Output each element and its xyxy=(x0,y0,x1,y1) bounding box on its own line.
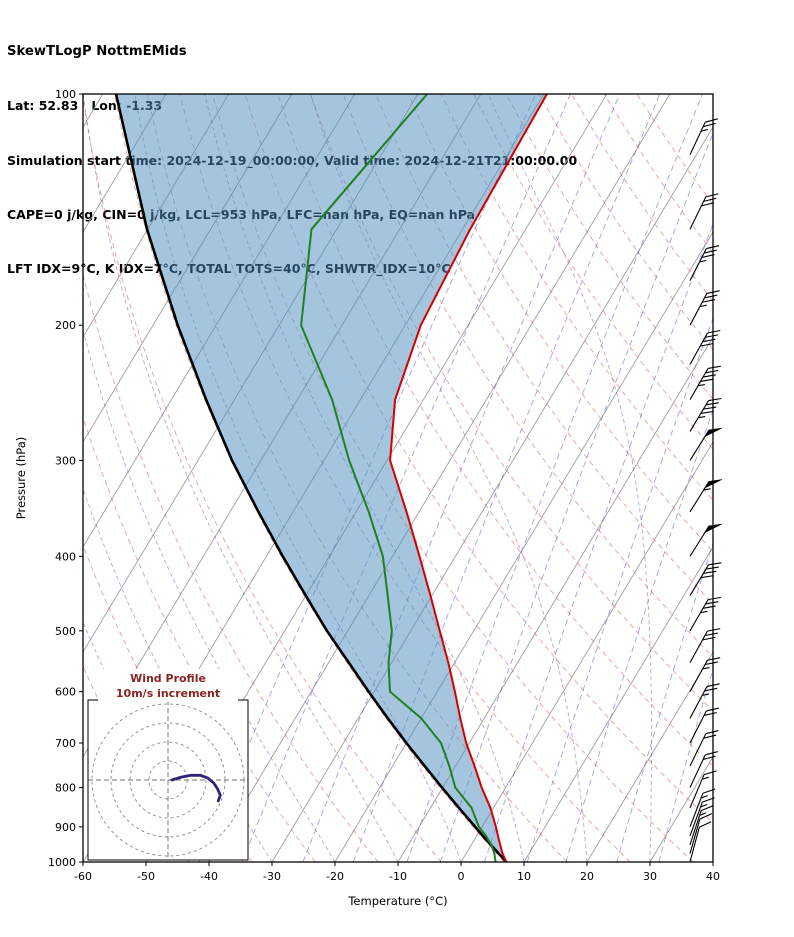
hodograph-trace xyxy=(170,773,222,803)
svg-text:10: 10 xyxy=(517,870,531,883)
svg-text:200: 200 xyxy=(55,319,76,332)
svg-text:0: 0 xyxy=(458,870,465,883)
y-axis-title: Pressure (hPa) xyxy=(14,437,28,520)
hodograph-inset: Wind Profile 10m/s increment xyxy=(87,669,249,861)
page-title: SkewTLogP NottmEMids xyxy=(7,44,187,59)
svg-text:-10: -10 xyxy=(389,870,407,883)
hodograph-subtitle: 10m/s increment xyxy=(116,687,220,700)
svg-text:-20: -20 xyxy=(326,870,344,883)
axis-ticks-labels: -60 -50 -40 -30 -20 -10 0 10 20 30 40 100 200 300 400 5… xyxy=(14,88,720,908)
temperature-curve xyxy=(389,94,548,862)
plot-area xyxy=(83,94,713,862)
svg-text:800: 800 xyxy=(55,782,76,795)
svg-text:30: 30 xyxy=(643,870,657,883)
svg-text:300: 300 xyxy=(55,454,76,467)
svg-text:900: 900 xyxy=(55,821,76,834)
svg-text:1000: 1000 xyxy=(48,856,76,869)
stable-area-fill xyxy=(116,94,547,862)
hodograph-ring xyxy=(129,741,207,819)
parcel-path-curve xyxy=(114,94,508,862)
hodograph-title: Wind Profile xyxy=(130,672,206,685)
svg-text:500: 500 xyxy=(55,625,76,638)
svg-text:-60: -60 xyxy=(74,870,92,883)
svg-text:-40: -40 xyxy=(200,870,218,883)
svg-text:20: 20 xyxy=(580,870,594,883)
svg-text:40: 40 xyxy=(706,870,720,883)
wind-barbs xyxy=(689,118,723,863)
svg-text:100: 100 xyxy=(55,88,76,101)
svg-text:-50: -50 xyxy=(137,870,155,883)
x-axis-title: Temperature (°C) xyxy=(347,894,447,908)
svg-text:600: 600 xyxy=(55,686,76,699)
svg-text:400: 400 xyxy=(55,550,76,563)
dewpoint-curve xyxy=(300,94,497,862)
svg-text:700: 700 xyxy=(55,737,76,750)
svg-text:-30: -30 xyxy=(263,870,281,883)
